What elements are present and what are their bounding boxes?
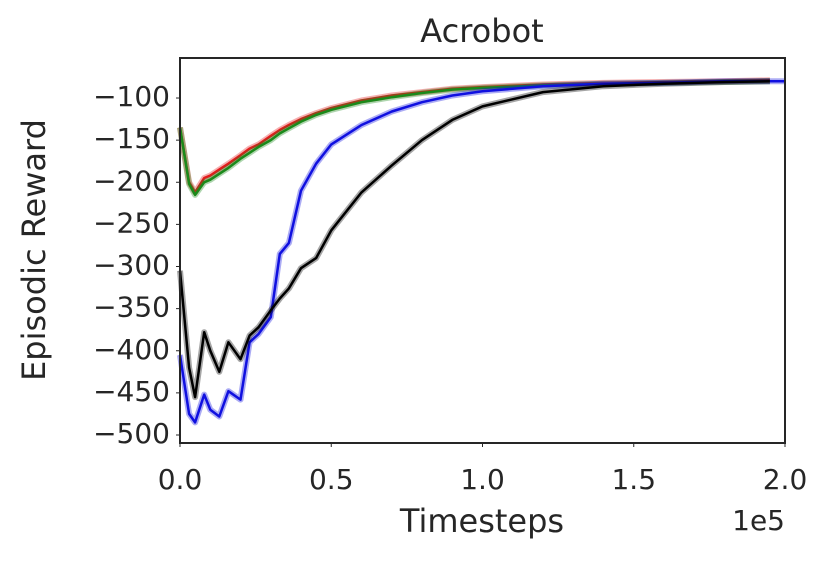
- chart-title: Acrobot: [420, 12, 543, 50]
- series-line: [178, 79, 785, 424]
- series-band: [177, 78, 770, 198]
- y-tick-label: −450: [93, 375, 170, 408]
- y-tick-label: −250: [93, 206, 170, 239]
- series-line: [178, 79, 770, 194]
- x-offset-label: 1e5: [732, 504, 785, 537]
- y-tick-label: −350: [93, 291, 170, 324]
- x-tick-label: 1.5: [611, 463, 656, 496]
- y-tick-label: −200: [93, 164, 170, 197]
- x-tick-label: 0.0: [158, 463, 203, 496]
- y-tick-label: −300: [93, 249, 170, 282]
- series-line: [178, 79, 770, 399]
- x-tick-label: 2.0: [763, 463, 808, 496]
- y-axis-title: Episodic Reward: [15, 119, 53, 381]
- plot-frame: [179, 57, 786, 444]
- y-tick-label: −100: [93, 80, 170, 113]
- y-tick-label: −150: [93, 122, 170, 155]
- y-tick-label: −500: [93, 417, 170, 450]
- y-tick-label: −400: [93, 333, 170, 366]
- x-axis-title: Timesteps: [399, 502, 564, 540]
- x-tick-label: 0.5: [309, 463, 354, 496]
- series-band: [177, 78, 770, 401]
- x-tick-label: 1.0: [460, 463, 505, 496]
